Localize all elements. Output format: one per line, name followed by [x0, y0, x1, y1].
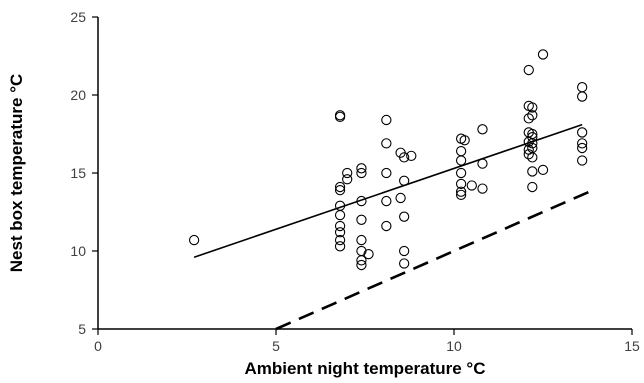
- regression-line: [193, 123, 583, 258]
- data-point: [527, 166, 538, 177]
- ticks: [92, 16, 633, 335]
- data-point: [342, 167, 353, 179]
- data-point: [527, 138, 538, 149]
- data-point: [577, 91, 588, 102]
- x-tick-label: 10: [446, 338, 462, 354]
- data-point: [188, 234, 200, 246]
- data-points: [188, 49, 588, 271]
- data-point: [356, 259, 367, 271]
- y-tick-label: 5: [78, 321, 86, 337]
- data-point: [381, 114, 392, 126]
- data-point: [455, 155, 467, 166]
- data-point: [334, 220, 346, 232]
- data-point: [356, 163, 367, 174]
- x-axis-title: Ambient night temperature °C: [244, 359, 485, 378]
- data-point: [459, 135, 470, 146]
- data-point: [577, 127, 588, 138]
- data-point: [356, 234, 367, 246]
- y-tick-label: 20: [70, 87, 86, 103]
- data-point: [342, 174, 353, 185]
- data-point: [527, 152, 538, 163]
- data-point: [381, 138, 392, 149]
- data-point: [455, 186, 467, 197]
- data-point: [334, 185, 346, 196]
- data-point: [527, 181, 538, 193]
- y-tick-label: 15: [70, 165, 86, 181]
- x-tick-label: 5: [272, 338, 280, 354]
- data-point: [334, 241, 346, 252]
- data-point: [356, 167, 367, 179]
- data-point: [356, 255, 367, 266]
- data-point: [381, 167, 392, 179]
- data-point: [334, 181, 346, 193]
- data-point: [399, 258, 410, 269]
- data-point: [381, 195, 392, 207]
- data-point: [381, 220, 392, 232]
- y-tick-label: 25: [70, 9, 86, 25]
- data-point: [356, 214, 367, 225]
- data-point: [577, 155, 588, 166]
- data-point: [399, 175, 410, 186]
- data-point: [334, 227, 346, 238]
- data-point: [477, 124, 488, 135]
- x-tick-label: 0: [94, 338, 102, 354]
- data-point: [356, 195, 367, 207]
- data-point: [477, 183, 488, 194]
- data-point: [523, 113, 534, 124]
- data-point: [406, 150, 417, 161]
- y-axis-title: Nest box temperature °C: [7, 74, 26, 273]
- data-point: [455, 146, 467, 157]
- data-point: [527, 102, 538, 113]
- data-point: [399, 152, 410, 163]
- data-point: [399, 245, 410, 257]
- data-point: [577, 142, 588, 154]
- y-tick-label: 10: [70, 243, 86, 259]
- axes: [97, 17, 632, 330]
- reference-line-dashed: [275, 187, 597, 331]
- data-point: [334, 209, 346, 221]
- data-point: [577, 82, 588, 93]
- data-point: [363, 248, 374, 260]
- data-point: [334, 234, 346, 246]
- data-point: [537, 49, 549, 60]
- data-point: [477, 158, 488, 169]
- data-point: [523, 149, 534, 160]
- x-tick-label: 15: [624, 338, 640, 354]
- data-point: [466, 180, 477, 191]
- data-point: [527, 131, 538, 143]
- data-point: [399, 211, 410, 222]
- data-point: [455, 189, 467, 200]
- data-point: [537, 164, 549, 176]
- data-point: [334, 111, 346, 122]
- data-point: [395, 192, 406, 204]
- data-point: [455, 178, 467, 190]
- data-point: [577, 138, 588, 149]
- data-point: [527, 110, 538, 121]
- fit-lines: [193, 123, 597, 331]
- data-point: [523, 64, 534, 76]
- data-point: [455, 167, 467, 179]
